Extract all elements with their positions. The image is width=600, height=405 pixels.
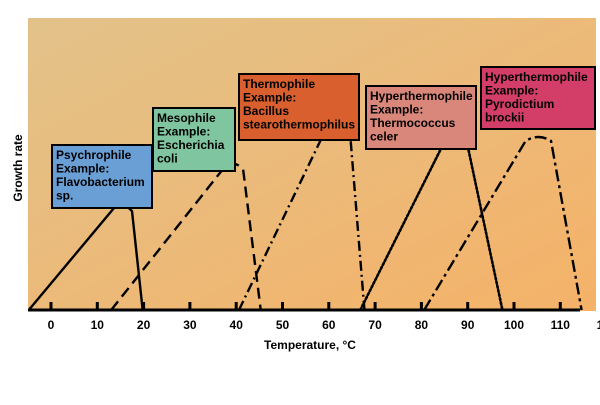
label-box-4: HyperthermophileExample:Thermococcuscele…: [365, 85, 477, 150]
label-box-text: Hyperthermophile: [485, 70, 588, 84]
x-tick-labels-layer: 0 10 20 30 40 50 60 70 80 90 100 110 120: [48, 318, 600, 332]
label-box-text: Example:: [157, 125, 210, 139]
label-box-text: Thermophile: [243, 77, 315, 91]
x-tick-label: 30: [183, 318, 197, 332]
x-tick-label: 100: [504, 318, 524, 332]
x-axis-title: Temperature, °C: [264, 338, 356, 352]
label-box-text: Thermococcus: [370, 116, 456, 130]
x-tick-label: 20: [137, 318, 151, 332]
label-box-text: Pyrodictium: [485, 97, 554, 111]
label-box-text: Flavobacterium: [56, 175, 145, 189]
label-box-text: Bacillus: [243, 104, 289, 118]
label-box-text: Hyperthermophile: [370, 89, 473, 103]
label-box-background: [238, 73, 360, 141]
legend-boxes-layer: PsychrophileExample:Flavobacteriumsp.Mes…: [51, 66, 596, 209]
label-box-text: Example:: [56, 162, 109, 176]
label-box-text: brockii: [485, 111, 524, 125]
label-box-text: Example:: [243, 91, 296, 105]
x-tick-label: 90: [461, 318, 475, 332]
x-tick-label: 60: [322, 318, 336, 332]
y-axis-title: Growth rate: [11, 134, 25, 202]
label-box-text: stearothermophilus: [243, 118, 355, 132]
growth-curve-5: [423, 135, 583, 311]
x-tick-label: 120: [597, 318, 600, 332]
label-box-text: Example:: [370, 103, 423, 117]
label-box-background: [365, 85, 477, 150]
label-box-text: sp.: [56, 189, 73, 203]
label-box-text: Example:: [485, 84, 538, 98]
x-tick-label: 40: [230, 318, 244, 332]
x-ticks-layer: [49, 302, 562, 309]
label-box-text: celer: [370, 130, 398, 144]
label-box-background: [152, 107, 236, 172]
label-box-background: [480, 66, 596, 130]
x-tick-label: 10: [91, 318, 105, 332]
x-tick-label: 80: [415, 318, 429, 332]
label-box-text: Psychrophile: [56, 148, 132, 162]
x-tick-label: 70: [368, 318, 382, 332]
label-box-text: Escherichia: [157, 138, 225, 152]
label-box-3: ThermophileExample:Bacillusstearothermop…: [238, 73, 360, 141]
label-box-5: HyperthermophileExample:Pyrodictiumbrock…: [480, 66, 596, 130]
label-box-background: [51, 144, 153, 209]
x-tick-label: 110: [551, 318, 571, 332]
label-box-text: coli: [157, 152, 178, 166]
label-box-text: Mesophile: [157, 111, 216, 125]
x-tick-label: 0: [48, 318, 55, 332]
x-tick-label: 50: [276, 318, 290, 332]
